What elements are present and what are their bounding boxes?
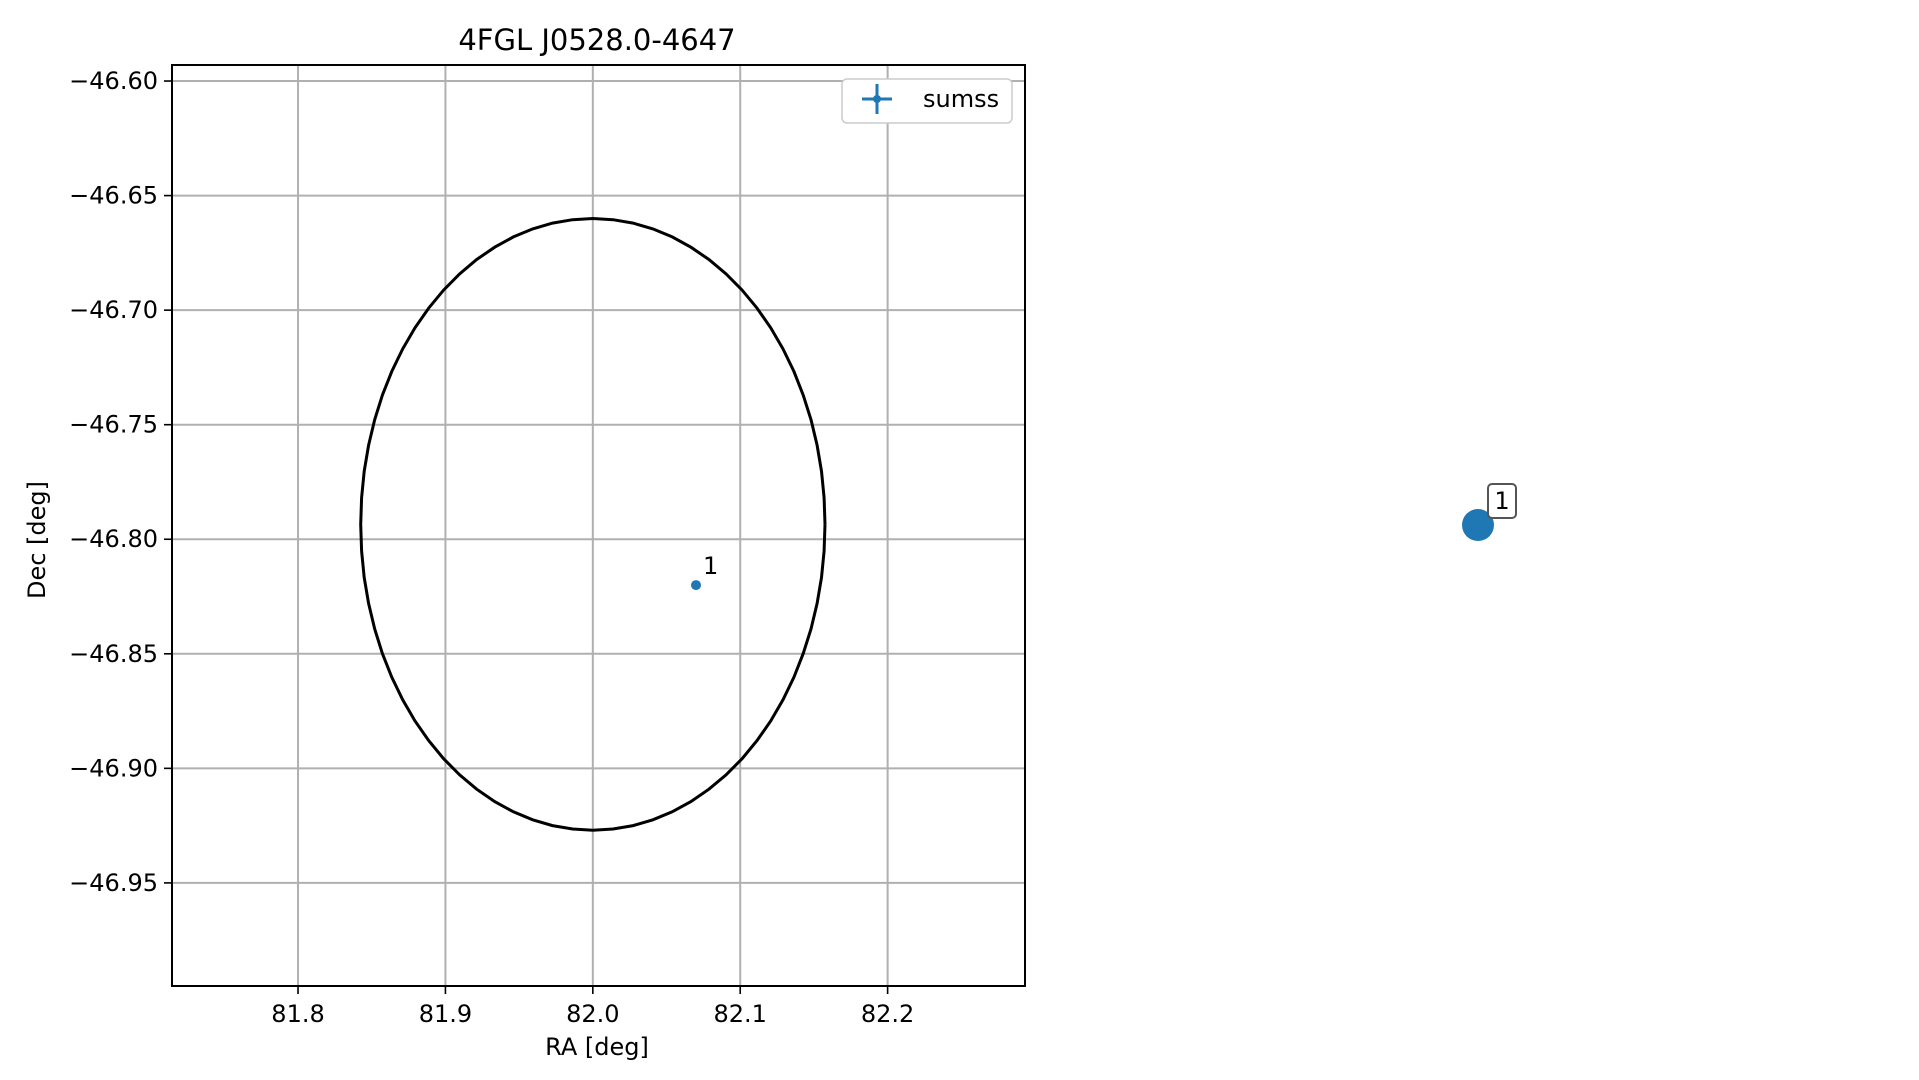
y-axis-ticks: −46.60 −46.65 −46.70 −46.75 −46.80 −46.85 −46.… bbox=[69, 67, 172, 897]
y-tick-label: −46.85 bbox=[69, 640, 158, 668]
y-tick-label: −46.80 bbox=[69, 525, 158, 553]
y-tick-label: −46.70 bbox=[69, 296, 158, 324]
y-tick-label: −46.65 bbox=[69, 182, 158, 210]
points-layer: 1 bbox=[691, 552, 718, 591]
y-tick-label: −46.95 bbox=[69, 869, 158, 897]
y-tick-label: −46.90 bbox=[69, 754, 158, 782]
inset-label-box bbox=[1487, 483, 1517, 519]
x-tick-label: 82.1 bbox=[714, 1000, 767, 1028]
error-ellipse bbox=[359, 216, 827, 832]
x-tick-label: 82.2 bbox=[861, 1000, 914, 1028]
axes-frame bbox=[171, 64, 1026, 987]
y-tick-label: −46.60 bbox=[69, 67, 158, 95]
y-tick-label: −46.75 bbox=[69, 411, 158, 439]
legend: sumss bbox=[841, 78, 1013, 124]
y-axis-label: Dec [deg] bbox=[23, 481, 51, 599]
inset-marker bbox=[1462, 509, 1494, 541]
x-tick-label: 81.8 bbox=[271, 1000, 324, 1028]
legend-entry-sumss: sumss bbox=[923, 85, 999, 113]
x-axis-label: RA [deg] bbox=[545, 1033, 649, 1061]
inset-marker-group: 1 bbox=[1462, 483, 1517, 541]
x-tick-label: 82.0 bbox=[566, 1000, 619, 1028]
legend-marker-icon bbox=[862, 84, 892, 114]
inset-marker-label: 1 bbox=[1494, 487, 1509, 515]
x-tick-label: 81.9 bbox=[419, 1000, 472, 1028]
legend-box bbox=[841, 78, 1013, 124]
data-point bbox=[691, 580, 702, 591]
x-axis-ticks: 81.8 81.9 82.0 82.1 82.2 bbox=[271, 986, 914, 1028]
data-point-label: 1 bbox=[703, 552, 718, 580]
plot-area: 1 bbox=[171, 64, 1026, 987]
chart-title: 4FGL J0528.0-4647 bbox=[458, 23, 735, 57]
